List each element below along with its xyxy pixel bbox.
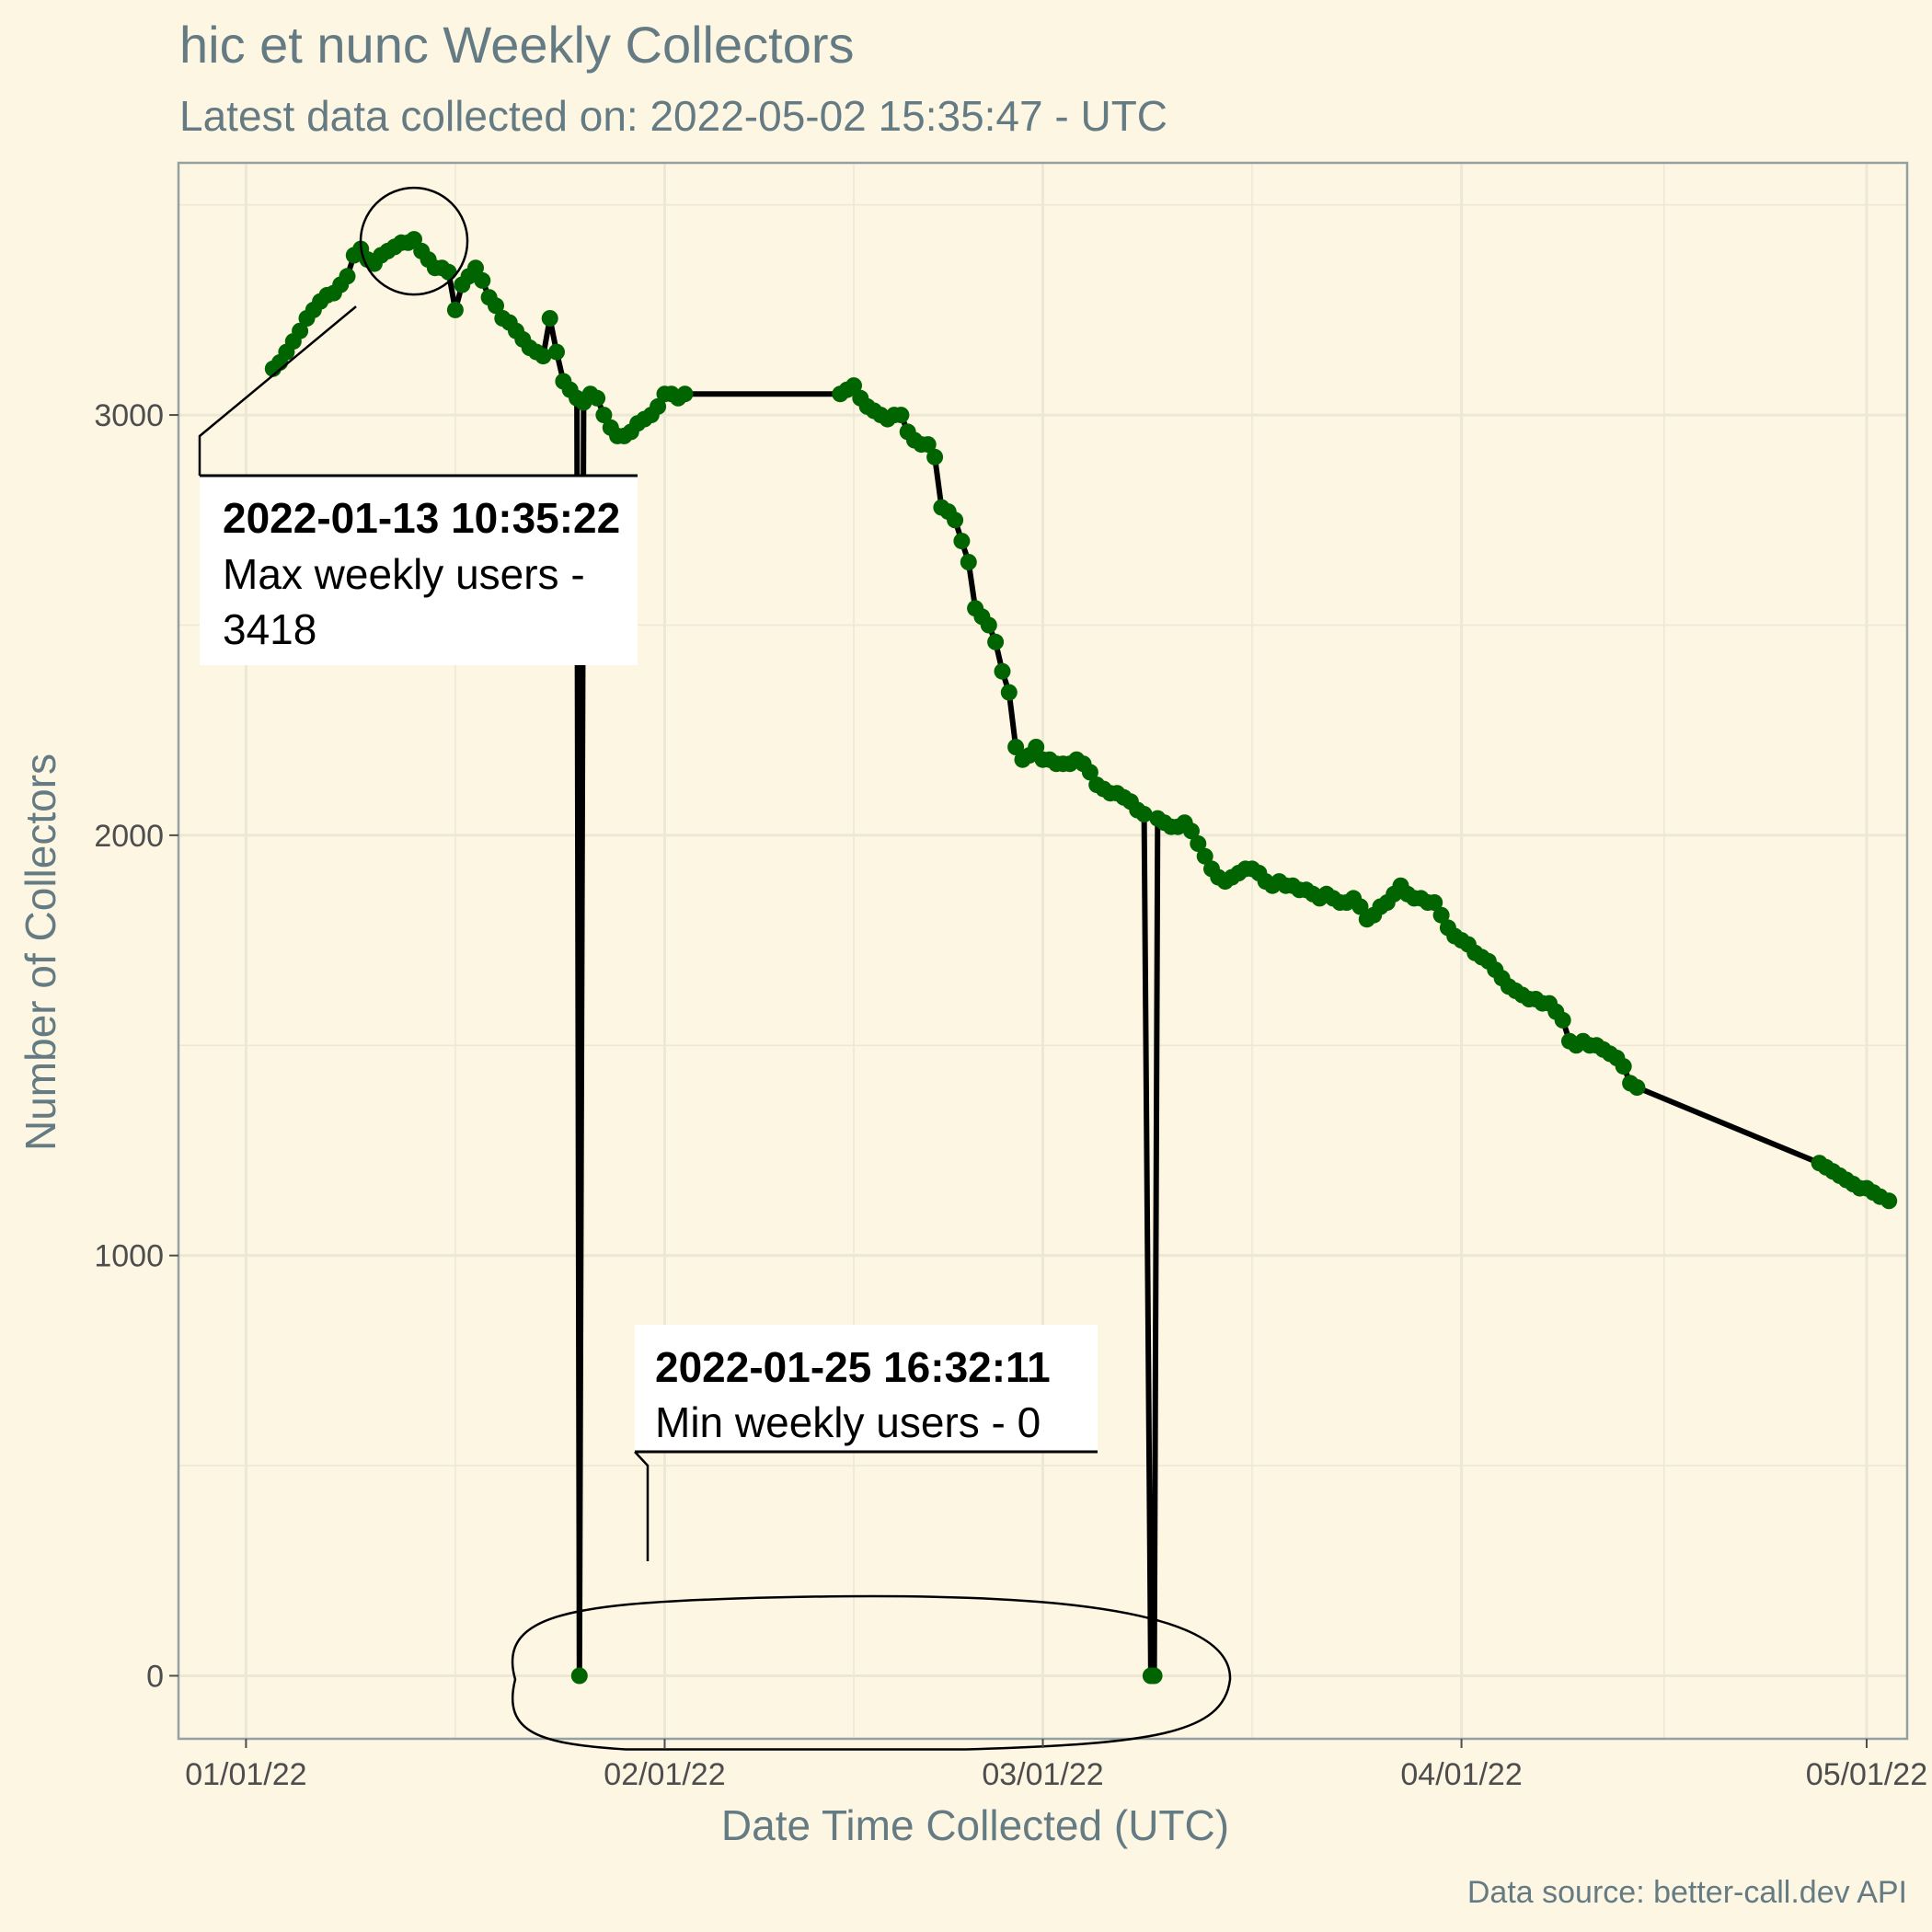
- data-point: [980, 616, 997, 634]
- x-tick-label: 02/01/22: [604, 1757, 725, 1792]
- data-point: [676, 385, 694, 403]
- x-tick-label: 01/01/22: [185, 1757, 306, 1792]
- min-label-timestamp: 2022-01-25 16:32:11: [655, 1343, 1051, 1391]
- data-point: [1007, 739, 1025, 755]
- data-point: [994, 662, 1011, 680]
- annotation-layer: 2022-01-13 10:35:22 Max weekly users - 341…: [198, 186, 1232, 1751]
- grid-lines: [178, 163, 1907, 1739]
- data-point: [1135, 806, 1153, 822]
- data-point: [467, 259, 484, 277]
- min-highlight-ellipse: [511, 1594, 1232, 1751]
- data-point: [339, 268, 356, 285]
- x-axis-label: Date Time Collected (UTC): [721, 1801, 1229, 1849]
- data-point: [548, 343, 565, 361]
- data-point: [1426, 894, 1443, 911]
- data-point: [947, 512, 964, 529]
- chart-title: hic et nunc Weekly Collectors: [179, 16, 855, 74]
- data-point: [440, 263, 457, 281]
- max-label-box: [200, 476, 638, 665]
- data-point: [292, 322, 309, 339]
- data-point: [488, 297, 504, 315]
- data-source-caption: Data source: better-call.dev API: [1467, 1875, 1907, 1910]
- data-point: [406, 231, 422, 248]
- y-tick-label: 1000: [94, 1239, 164, 1274]
- data-point: [953, 533, 971, 550]
- data-point: [1145, 1667, 1163, 1685]
- min-label-box: [635, 1325, 1098, 1452]
- data-point: [1183, 822, 1200, 840]
- data-point: [1554, 1011, 1571, 1029]
- data-point: [1351, 898, 1369, 915]
- max-label-text: Max weekly users -: [223, 550, 585, 598]
- data-point: [926, 448, 944, 466]
- y-tick-label: 2000: [94, 819, 164, 854]
- x-axis-ticks: 01/01/22 02/01/22 03/01/22 04/01/22 05/01/22: [185, 1739, 1927, 1792]
- data-point: [987, 633, 1005, 650]
- data-point: [1190, 835, 1207, 852]
- data-point: [960, 554, 977, 570]
- series-layer: [264, 231, 1898, 1685]
- data-point: [474, 271, 491, 289]
- data-point: [446, 301, 464, 318]
- y-tick-label: 0: [146, 1659, 164, 1694]
- data-point: [541, 310, 558, 327]
- series-line: [270, 236, 1891, 1679]
- data-point: [589, 389, 606, 407]
- data-point: [1615, 1058, 1632, 1075]
- data-point: [919, 436, 937, 454]
- min-label-text: Min weekly users - 0: [655, 1398, 1041, 1446]
- y-axis-ticks: 0 1000 2000 3000: [94, 398, 178, 1694]
- data-point: [1081, 764, 1098, 781]
- data-point: [1432, 906, 1450, 924]
- y-tick-label: 3000: [94, 398, 164, 433]
- x-tick-label: 05/01/22: [1806, 1757, 1927, 1792]
- max-label-leader: [198, 305, 357, 476]
- data-point: [1628, 1079, 1646, 1096]
- data-point: [845, 377, 862, 395]
- data-point: [1196, 847, 1213, 865]
- x-tick-label: 03/01/22: [982, 1757, 1103, 1792]
- data-point: [892, 407, 910, 424]
- data-point: [1028, 739, 1045, 755]
- x-tick-label: 04/01/22: [1400, 1757, 1522, 1792]
- chart-subtitle: Latest data collected on: 2022-05-02 15:…: [179, 92, 1167, 140]
- data-point: [570, 1667, 588, 1685]
- max-label-timestamp: 2022-01-13 10:35:22: [223, 494, 620, 542]
- data-point: [535, 348, 552, 365]
- data-point: [1880, 1192, 1898, 1210]
- data-point: [595, 407, 613, 424]
- min-label-leader: [634, 1451, 650, 1561]
- data-point: [650, 397, 667, 415]
- max-label-text: 3418: [223, 605, 316, 653]
- y-axis-label: Number of Collectors: [17, 753, 64, 1151]
- max-highlight-circle: [359, 186, 469, 296]
- data-point: [1000, 684, 1018, 701]
